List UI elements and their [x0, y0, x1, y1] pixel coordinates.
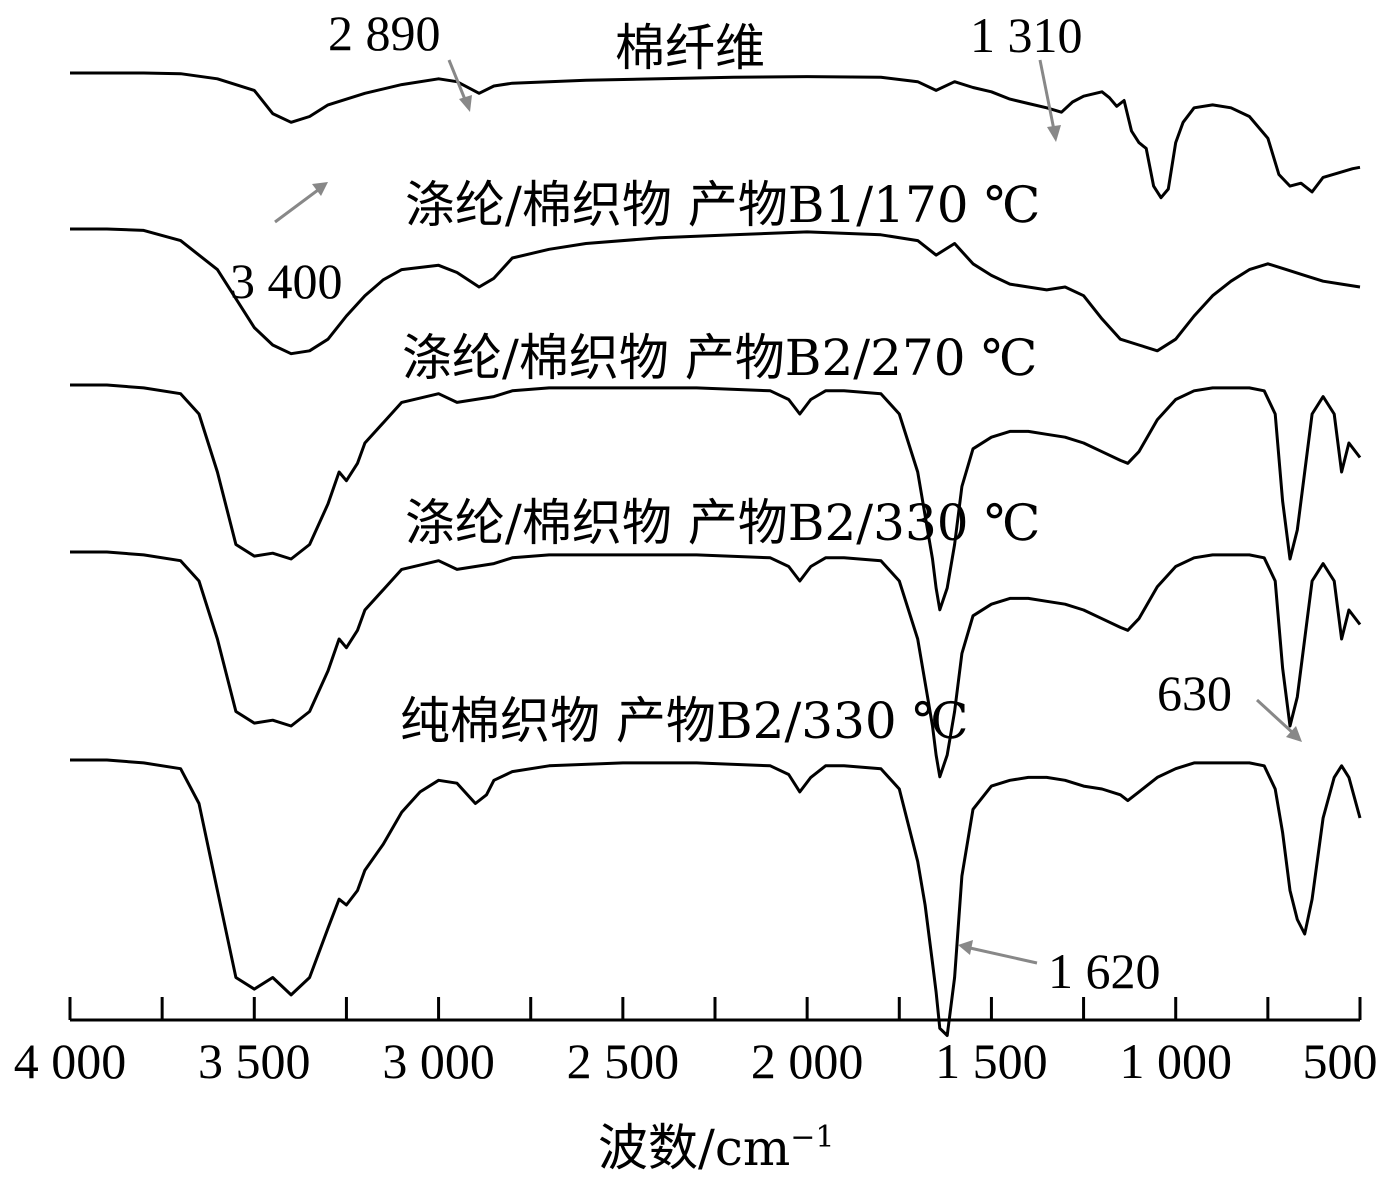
x-axis: 4 000 3 500 3 000 2 500 2 000 1 500 1 000 500: [14, 997, 1378, 1089]
series-label-cotton-fiber: 棉纤维: [615, 19, 765, 77]
annotation-1310: 1 310: [970, 7, 1083, 63]
x-axis-title: 波数/cm−1: [598, 1119, 835, 1177]
x-tick-label: 1 000: [1119, 1033, 1232, 1089]
spectrum-line-2: [70, 227, 1361, 356]
x-tick-label: 3 000: [382, 1033, 495, 1089]
x-tick-label: 2 000: [751, 1033, 864, 1089]
annotation-1620: 1 620: [1048, 943, 1161, 999]
spectrum-line-5: [70, 758, 1362, 1037]
spectrum-line-1: [70, 71, 1361, 200]
arrow-630: [1255, 698, 1295, 735]
arrow-1310: [1038, 59, 1056, 131]
x-tick-label: 1 500: [935, 1033, 1048, 1089]
x-tick-label: 500: [1303, 1033, 1378, 1089]
series-label-b2-330-cotton: 纯棉织物 产物B2/330 ℃: [400, 692, 969, 750]
series-label-b1-170: 涤纶/棉织物 产物B1/170 ℃: [405, 176, 1040, 234]
annotation-arrows: [274, 59, 1302, 965]
series-label-b2-270: 涤纶/棉织物 产物B2/270 ℃: [402, 329, 1037, 387]
arrowhead-1310: [1047, 125, 1061, 142]
arrow-1620: [969, 946, 1038, 965]
x-axis-title-main: 波数/cm: [598, 1119, 790, 1177]
annotation-2890: 2 890: [328, 5, 441, 61]
x-tick-label: 2 500: [567, 1033, 680, 1089]
annotation-630: 630: [1157, 665, 1232, 721]
arrowhead-3400: [312, 182, 328, 196]
arrowhead-1620: [958, 940, 973, 955]
arrowhead-2890: [459, 95, 472, 112]
spectrum-line-4: [70, 550, 1362, 779]
spectrum-line-3: [70, 383, 1362, 612]
spectra-curves: [70, 71, 1362, 1037]
arrowhead-630: [1286, 726, 1302, 742]
x-tick-label: 4 000: [14, 1033, 127, 1089]
series-label-b2-330-blend: 涤纶/棉织物 产物B2/330 ℃: [405, 494, 1040, 552]
annotation-3400: 3 400: [230, 253, 343, 309]
x-axis-title-sup: −1: [790, 1120, 834, 1155]
arrow-3400: [274, 188, 319, 224]
arrow-2890: [447, 59, 468, 103]
x-tick-label: 3 500: [198, 1033, 311, 1089]
